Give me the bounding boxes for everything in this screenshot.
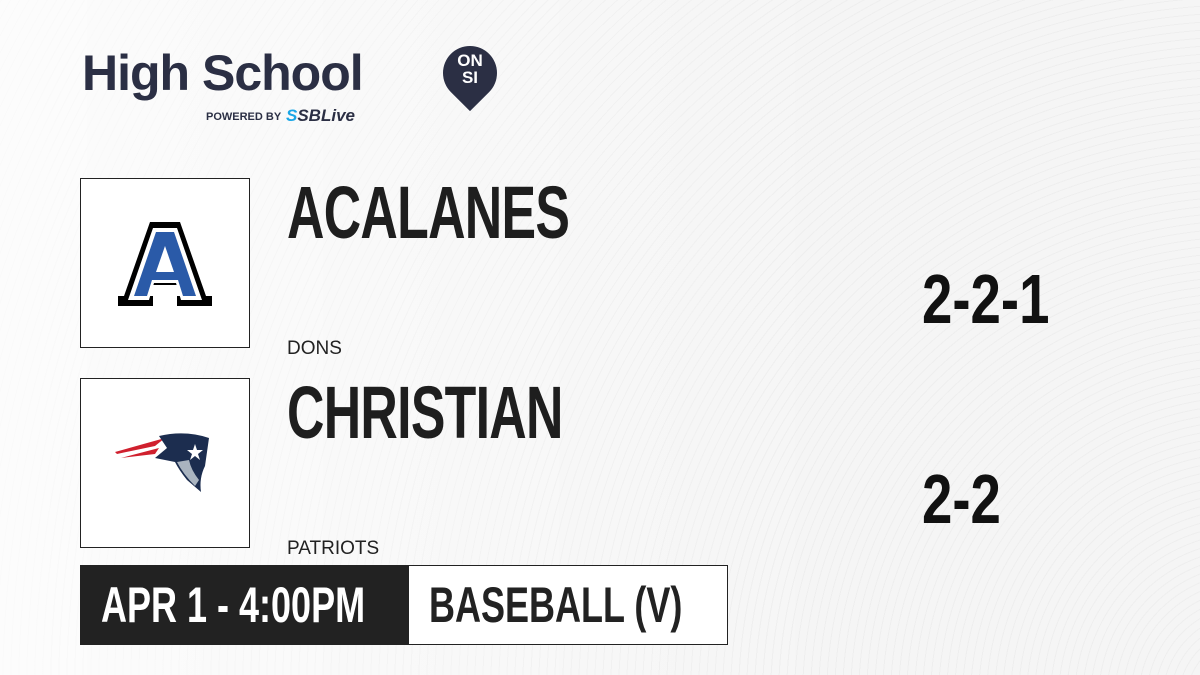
- team-name: ACALANES: [287, 171, 570, 254]
- brand-badge: ON SI: [457, 51, 483, 87]
- team-name: CHRISTIAN: [287, 371, 563, 454]
- team-record: 2-2: [922, 460, 1001, 538]
- team-mascot: PATRIOTS: [287, 538, 380, 559]
- powered-by-label: POWERED BY: [206, 111, 282, 123]
- game-info-bar: APR 1 - 4:00PM BASEBALL (V): [80, 565, 728, 645]
- brand-title: High School: [82, 45, 364, 101]
- sblive-logo: SSBLive: [286, 106, 355, 125]
- team-record: 2-2-1: [922, 260, 1050, 338]
- acalanes-a-logo-icon: [118, 222, 212, 306]
- patriots-head-logo-icon: [115, 433, 209, 492]
- acalanes-logo: [80, 178, 250, 348]
- christian-logo: [80, 378, 250, 548]
- team-mascot: DONS: [287, 338, 342, 359]
- game-datetime: APR 1 - 4:00PM: [81, 566, 409, 644]
- game-sport: BASEBALL (V): [429, 577, 683, 633]
